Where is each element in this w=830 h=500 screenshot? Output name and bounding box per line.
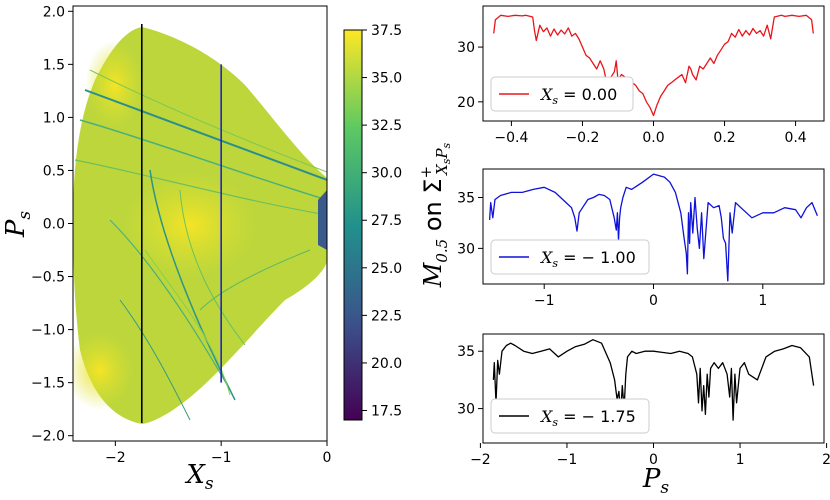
heatmap-ytick-label: 1.5: [43, 57, 65, 73]
heatmap-xtick-label: 0: [323, 450, 332, 466]
colorbar-tick-label: 25.0: [371, 261, 402, 277]
right-ylabel: M0.5 on Σ+XsPs: [417, 142, 453, 288]
legend-box: [490, 76, 634, 112]
colorbar-tick-label: 17.5: [371, 403, 402, 419]
right-xlabel: Ps: [642, 464, 670, 498]
line-panel-2: −1 0 1 35 30 Xs = − 1.00: [457, 168, 825, 309]
colorbar-gradient: [343, 29, 363, 421]
heatmap-cut-lines: [140, 24, 222, 423]
heatmap-panel: −2 −1 02.01.51.00.50.0−0.5−1.0−1.5−2.0 Xs …: [1, 4, 331, 494]
xtick-label: −1: [557, 452, 578, 468]
heatmap-ytick-label: 2.0: [43, 4, 65, 20]
xtick-label: −1: [534, 293, 555, 309]
colorbar: 37.5 35.0 32.5 30.0 27.5 25.0 22.5 20.0 17.5: [343, 23, 402, 421]
ytick-label: 30: [457, 40, 475, 56]
xtick-label: 1: [736, 452, 745, 468]
colorbar-tick-label: 37.5: [371, 23, 402, 39]
xtick-label: −0.2: [565, 130, 599, 146]
legend-box: [490, 239, 650, 275]
colorbar-tick-label: 27.5: [371, 213, 402, 229]
line-series: [492, 339, 815, 421]
xtick-label: 2: [822, 452, 830, 468]
ytick-label: 20: [457, 95, 475, 111]
line-panel-3: −2 −1 0 1 2 35 30 Xs = − 1.75: [457, 333, 830, 468]
line-series: [488, 173, 819, 282]
legend-box: [490, 398, 650, 434]
colorbar-tick-label: 32.5: [371, 118, 402, 134]
heatmap-xtick-label: −2: [105, 450, 126, 466]
heatmap-ytick-label: 0.0: [43, 217, 65, 233]
ytick-label: 35: [457, 344, 475, 360]
xtick-label: −0.4: [494, 130, 528, 146]
heatmap-xtick-label: −1: [211, 450, 232, 466]
xtick-label: 0.0: [642, 130, 664, 146]
legend: Xs = 0.00: [490, 76, 634, 112]
ytick-label: 30: [457, 402, 475, 418]
heatmap-ytick-label: −2.0: [31, 429, 65, 445]
ytick-label: 30: [457, 241, 475, 257]
colorbar-tick-label: 22.5: [371, 308, 402, 324]
heatmap-ytick-label: 0.5: [43, 163, 65, 179]
colorbar-tick-label: 35.0: [371, 71, 402, 87]
heatmap-ytick-label: −0.5: [31, 270, 65, 286]
heatmap-ytick-label: −1.0: [31, 323, 65, 339]
xtick-label: 0: [649, 293, 658, 309]
legend-label: Xs = − 1.00: [539, 248, 636, 270]
xtick-label: −2: [470, 452, 491, 468]
heatmap-ytick-label: 1.0: [43, 110, 65, 126]
heatmap-image: [73, 27, 327, 424]
ytick-label: 35: [457, 190, 475, 206]
xtick-label: 0.2: [713, 130, 735, 146]
legend: Xs = − 1.75: [490, 398, 650, 434]
line-series: [493, 14, 814, 117]
legend: Xs = − 1.00: [490, 239, 650, 275]
colorbar-tick-label: 30.0: [371, 166, 402, 182]
line-panel-1: −0.4 −0.2 0.0 0.2 0.4 30 20 Xs = 0.00: [457, 5, 825, 146]
legend-label: Xs = − 1.75: [539, 407, 636, 429]
svg-text:M0.5 on Σ+XsPs: M0.5 on Σ+XsPs: [417, 142, 453, 288]
xtick-label: 1: [758, 293, 767, 309]
colorbar-tick-label: 20.0: [371, 356, 402, 372]
xtick-label: 0: [649, 452, 658, 468]
heatmap-xlabel: Xs: [184, 460, 214, 494]
xtick-label: 0.4: [784, 130, 806, 146]
legend-label: Xs = 0.00: [539, 85, 617, 107]
colorbar-ticks: 37.5 35.0 32.5 30.0 27.5 25.0 22.5 20.0 17.5: [362, 23, 402, 419]
heatmap-ytick-label: −1.5: [31, 376, 65, 392]
heatmap-axis-ticks: −2 −1 0 2.0 1.5 1.0 0.5 0.0 −0.5 −1.0 −1.5 −2.0: [31, 4, 331, 466]
heatmap-ylabel: Ps: [1, 211, 35, 239]
